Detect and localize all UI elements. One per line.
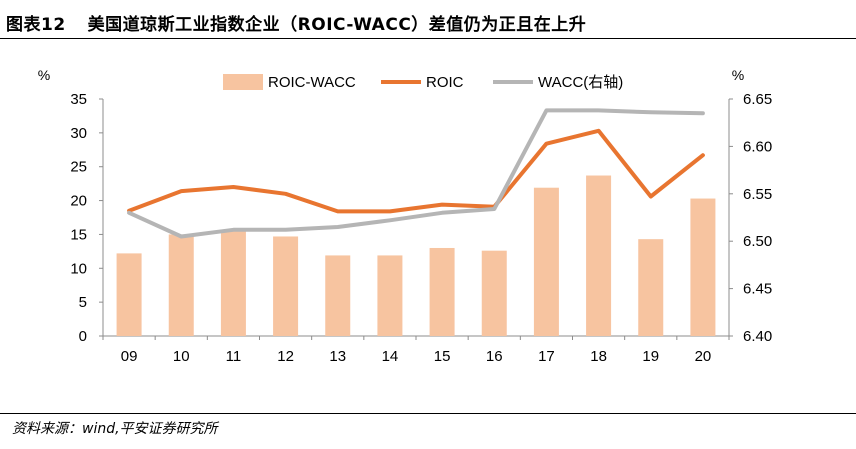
bar-roic-wacc xyxy=(220,230,246,336)
left-axis-tick-label: 0 xyxy=(79,328,87,345)
bar-roic-wacc xyxy=(586,175,612,336)
right-axis-tick-label: 6.50 xyxy=(743,233,772,250)
line-roic xyxy=(127,128,705,214)
right-axis-tick-label: 6.40 xyxy=(743,328,772,345)
source-note: 资料来源：wind,平安证券研究所 xyxy=(12,421,218,437)
x-axis-tick-label: 10 xyxy=(173,348,190,365)
x-axis-tick-label: 19 xyxy=(642,348,659,365)
left-axis-tick-label: 20 xyxy=(70,193,87,210)
right-axis-tick-label: 6.60 xyxy=(743,138,772,155)
x-axis-tick-label: 18 xyxy=(590,348,607,365)
x-axis-tick-label: 11 xyxy=(226,348,242,365)
footer-divider xyxy=(0,413,856,414)
figure-number: 图表12 xyxy=(6,15,66,35)
title-divider xyxy=(0,38,856,39)
bar-roic-wacc xyxy=(533,187,559,336)
chart: 0 5 10 15 20 25 30 35 6.40 6.45 6.50 6.55 6.60 6.65%%… xyxy=(38,67,772,365)
line-wacc xyxy=(127,108,705,239)
legend-label: ROIC xyxy=(426,74,464,91)
left-axis-tick-label: 10 xyxy=(70,260,87,277)
left-axis-tick-label: 30 xyxy=(70,125,87,142)
x-axis-tick-label: 20 xyxy=(695,348,712,365)
bar-roic-wacc xyxy=(168,234,194,336)
x-axis-tick-label: 09 xyxy=(121,348,138,365)
bar-roic-wacc xyxy=(481,250,507,336)
figure-title-text: 美国道琼斯工业指数企业（ROIC-WACC）差值仍为正且在上升 xyxy=(87,15,587,35)
left-axis-tick-label: 35 xyxy=(70,91,87,108)
legend-label: WACC(右轴) xyxy=(538,74,623,91)
bar-roic-wacc xyxy=(377,255,403,336)
bar-roic-wacc xyxy=(690,198,716,336)
bar-roic-wacc xyxy=(273,236,299,336)
left-axis-tick-label: 25 xyxy=(70,159,87,176)
left-axis-tick-label: 5 xyxy=(79,294,87,311)
x-axis-tick-label: 15 xyxy=(434,348,451,365)
bar-roic-wacc xyxy=(429,247,455,336)
left-axis-tick-label: 15 xyxy=(70,226,87,243)
right-axis-unit: % xyxy=(732,67,744,83)
legend-swatch-roic-wacc xyxy=(223,74,263,90)
legend-label: ROIC-WACC xyxy=(268,74,356,91)
right-axis-tick-label: 6.45 xyxy=(743,281,772,298)
x-axis-tick-label: 12 xyxy=(277,348,294,365)
x-axis-tick-label: 16 xyxy=(486,348,503,365)
left-axis-unit: % xyxy=(38,67,50,83)
right-axis-tick-label: 6.65 xyxy=(743,91,772,108)
bar-roic-wacc xyxy=(325,255,351,336)
x-axis-tick-label: 17 xyxy=(538,348,555,365)
bar-roic-wacc xyxy=(116,253,142,336)
x-axis-tick-label: 14 xyxy=(382,348,399,365)
x-axis-tick-label: 13 xyxy=(329,348,346,365)
right-axis-tick-label: 6.55 xyxy=(743,186,772,203)
bar-roic-wacc xyxy=(638,239,664,336)
figure-title: 图表12 美国道琼斯工业指数企业（ROIC-WACC）差值仍为正且在上升 xyxy=(6,10,586,35)
